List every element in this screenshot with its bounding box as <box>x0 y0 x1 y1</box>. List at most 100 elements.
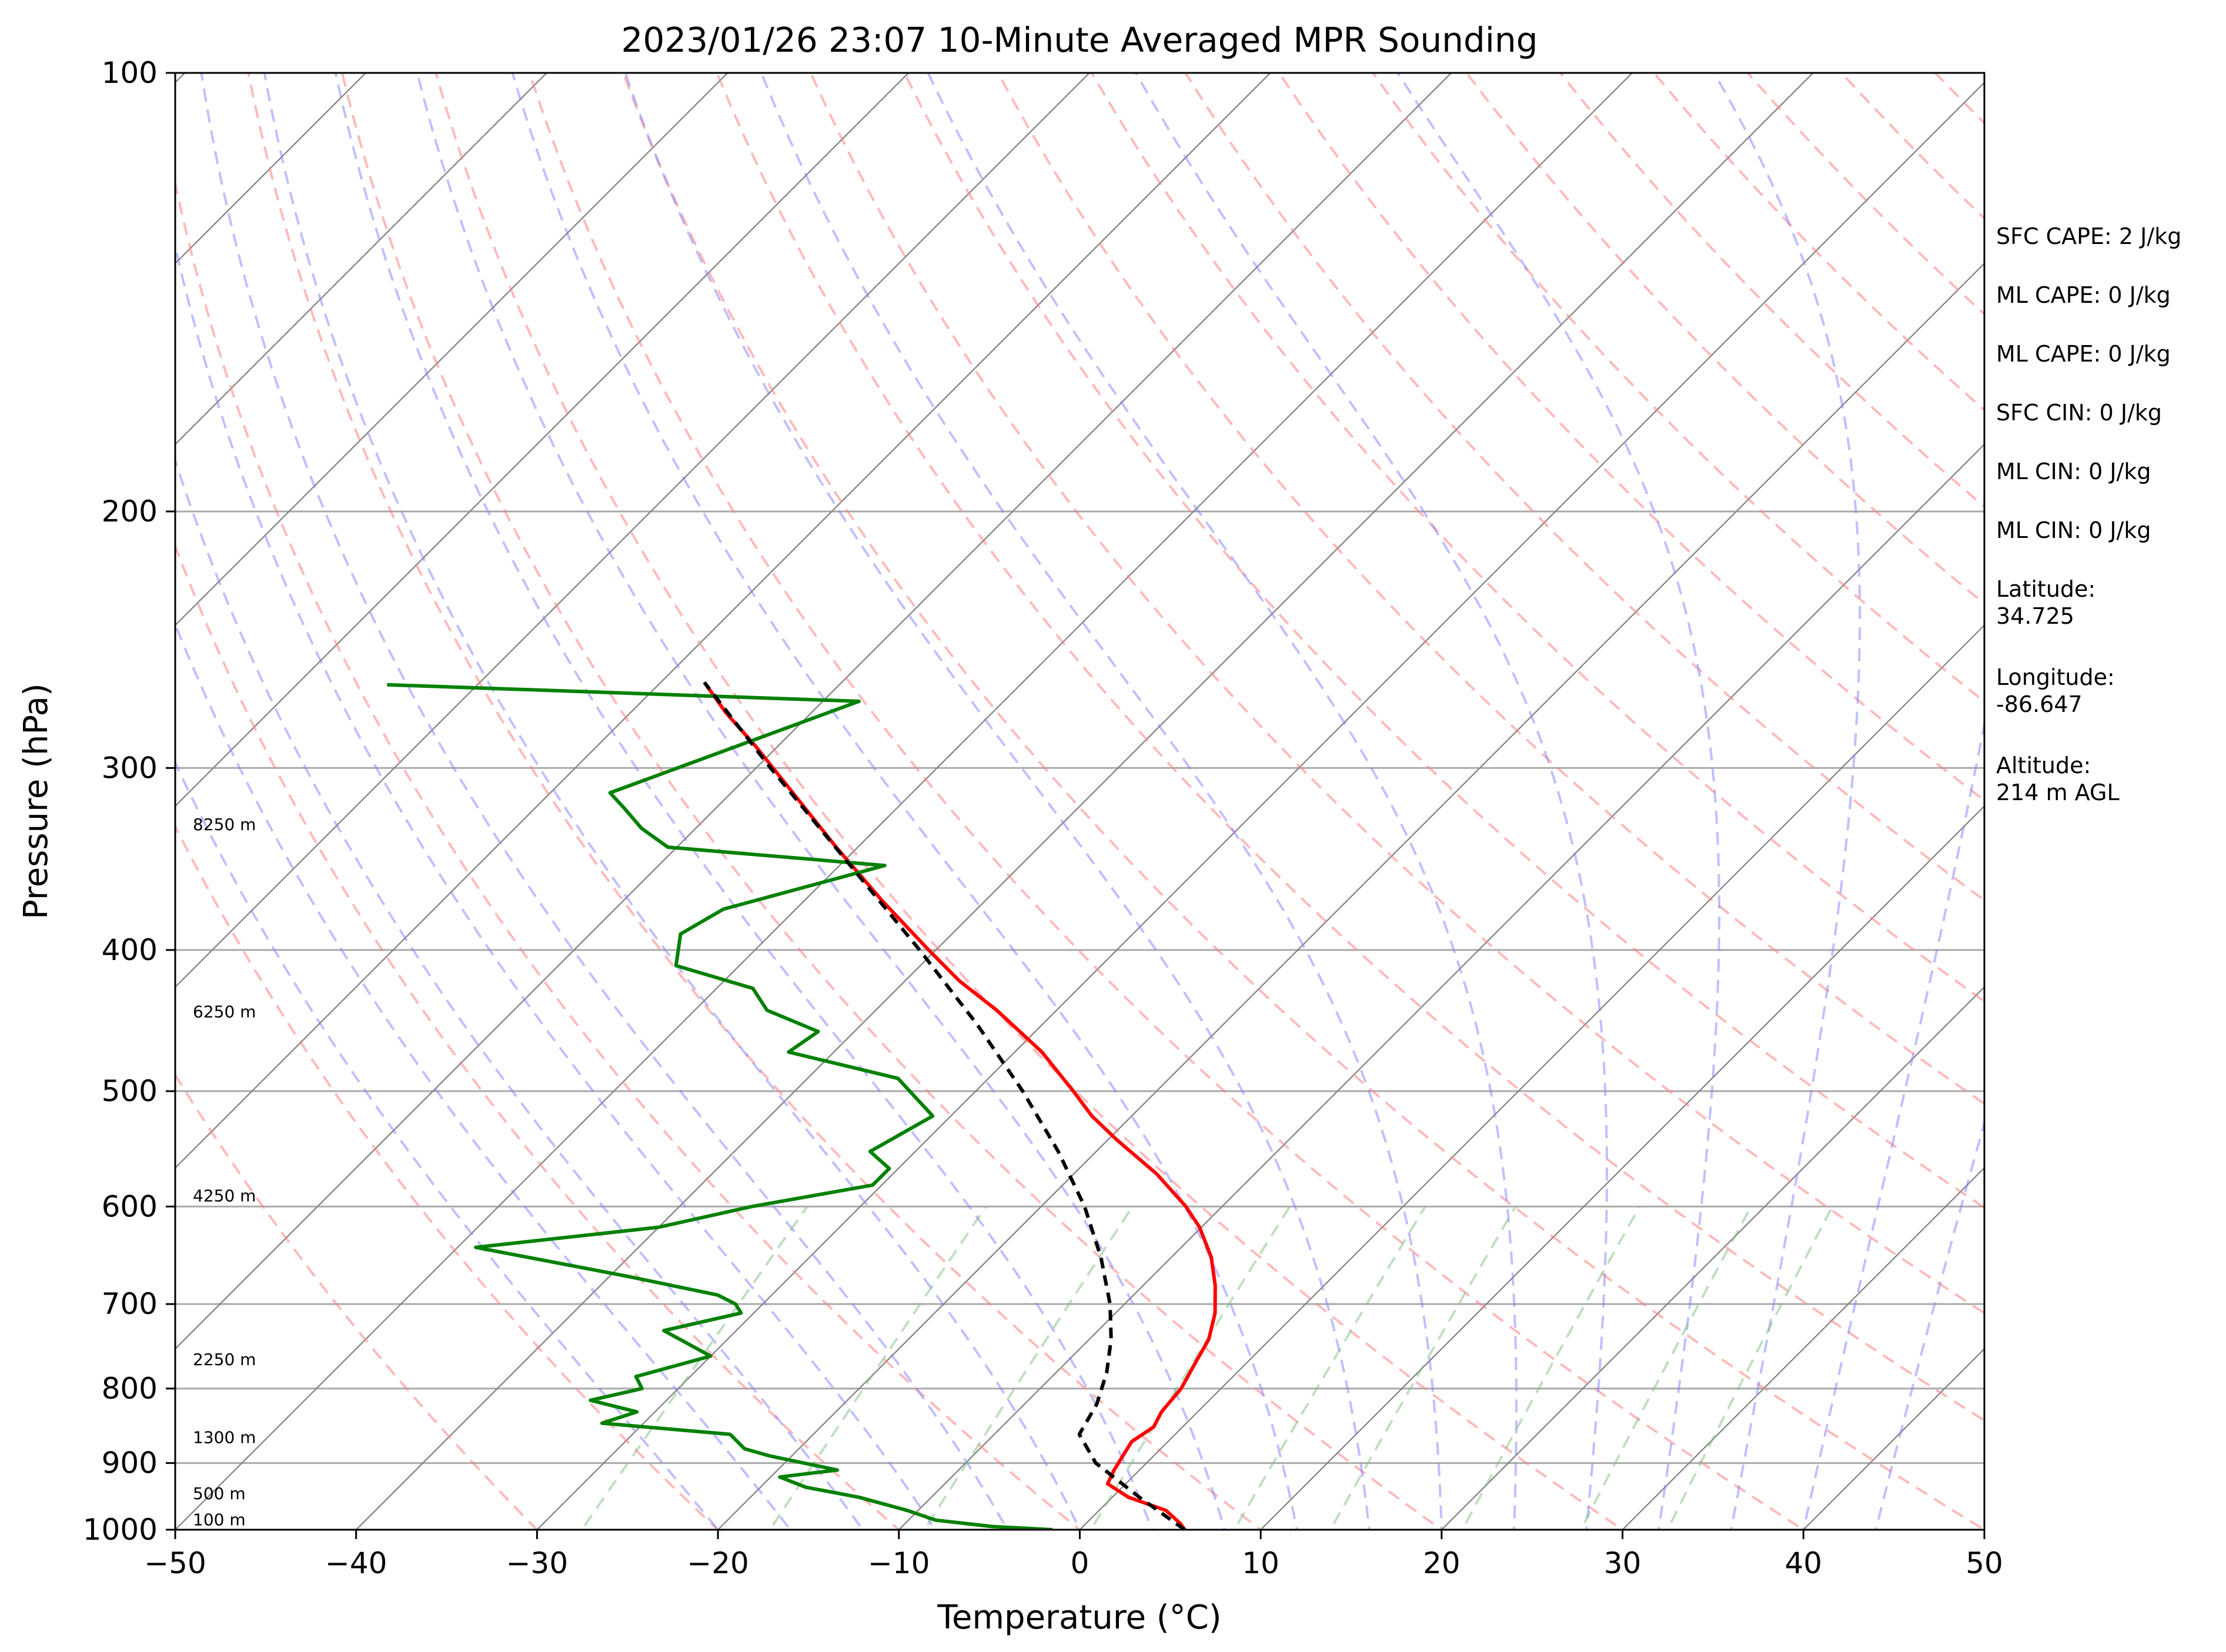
isotherm-line <box>175 73 548 446</box>
x-tick-label: 0 <box>1071 1546 1089 1580</box>
height-labels: 100 m 500 m 1300 m 2250 m 4250 m 6250 m 8250 m <box>193 815 256 1529</box>
moist-adiabat-line <box>624 73 1371 1530</box>
moist-adiabat-line <box>175 457 864 1530</box>
y-axis-label: Pressure (hPa) <box>17 683 55 919</box>
moist-adiabat-line <box>1135 73 1608 1530</box>
side-annotation: ML CIN: 0 J/kg <box>1996 517 2151 543</box>
side-annotation: Longitude: -86.647 <box>1996 664 2115 717</box>
x-tick-label: −20 <box>687 1546 749 1580</box>
dry-adiabat-line <box>716 73 1984 1422</box>
isotherm-line <box>1440 986 1984 1530</box>
mixing-ratio-line <box>580 1206 808 1530</box>
isotherm-lines <box>175 73 1984 1530</box>
dry-adiabat-line <box>903 73 1984 1209</box>
isotherm-line <box>355 73 1814 1530</box>
mixing-ratio-line <box>1579 1206 1752 1530</box>
height-label: 2250 m <box>193 1350 256 1369</box>
side-annotation: Latitude: 34.725 <box>1996 576 2095 629</box>
x-tick-label: −50 <box>144 1546 206 1580</box>
x-tick-label: −40 <box>325 1546 387 1580</box>
y-tick-label: 200 <box>102 494 158 529</box>
isotherm-line <box>175 73 910 807</box>
moist-adiabat-line <box>175 241 937 1530</box>
moist-adiabat-line <box>175 760 720 1530</box>
isotherm-line <box>1078 624 1984 1530</box>
y-tick-label: 1000 <box>83 1513 158 1547</box>
height-label: 6250 m <box>193 1002 256 1022</box>
moist-adiabat-line <box>416 73 1226 1530</box>
height-label: 4250 m <box>193 1186 256 1205</box>
y-tick-label: 400 <box>102 933 158 967</box>
moist-adiabat-line <box>1874 1118 1984 1530</box>
dry-adiabat-line <box>621 73 1984 1530</box>
dewpoint-line <box>387 683 1053 1530</box>
plot-area <box>175 73 1984 1530</box>
moist-adiabat-line <box>1396 73 1721 1530</box>
moist-adiabat-line <box>200 73 1009 1530</box>
dry-adiabat-line <box>175 178 1082 1530</box>
dry-adiabat-line <box>340 73 1444 1530</box>
dry-adiabat-line <box>434 73 1625 1530</box>
dry-adiabat-line <box>1371 73 1984 703</box>
mixing-ratio-line <box>1460 1206 1641 1530</box>
dry-adiabat-line <box>1278 73 1984 802</box>
moist-adiabat-line <box>263 73 1081 1530</box>
isotherm-line <box>717 262 1984 1530</box>
x-tick-label: −30 <box>506 1546 569 1580</box>
moist-adiabat-line <box>175 621 792 1530</box>
chart-title: 2023/01/26 23:07 10-Minute Averaged MPR … <box>621 20 1538 60</box>
temperature-line <box>703 681 1217 1530</box>
moist-adiabat-line <box>927 73 1518 1530</box>
isotherm-line <box>175 73 1091 988</box>
x-tick-label: 40 <box>1784 1546 1822 1580</box>
x-tick-label: 10 <box>1242 1546 1279 1580</box>
moist-adiabat-line <box>1713 73 1861 1530</box>
mixing-ratio-line <box>1329 1206 1517 1530</box>
y-tick-label: 300 <box>102 751 158 785</box>
y-tick-label: 600 <box>102 1189 158 1223</box>
height-label: 8250 m <box>193 815 256 834</box>
y-tick-label: 500 <box>102 1074 158 1108</box>
mixing-ratio-line <box>923 1206 1134 1530</box>
isotherm-line <box>898 443 1984 1530</box>
y-tick-label: 900 <box>102 1446 158 1480</box>
y-tick-label: 800 <box>102 1372 158 1406</box>
isotherm-line <box>1622 1167 1984 1530</box>
dry-adiabat-line <box>175 824 720 1530</box>
y-axis-ticks: 1000 900 800 700 600 500 400 300 200 100 <box>83 56 175 1547</box>
moist-adiabat-line <box>1802 718 1984 1530</box>
dry-adiabat-line <box>809 73 1984 1315</box>
x-axis-ticks: −50 −40 −30 −20 −10 0 10 20 30 40 50 <box>144 1530 2003 1580</box>
height-label: 1300 m <box>193 1428 256 1447</box>
side-annotation: ML CAPE: 0 J/kg <box>1996 341 2171 367</box>
x-axis-label: Temperature (°C) <box>937 1599 1221 1637</box>
side-annotation: SFC CAPE: 2 J/kg <box>1996 223 2181 249</box>
dry-adiabat-line <box>247 73 1263 1530</box>
side-annotation: SFC CIN: 0 J/kg <box>1996 400 2162 426</box>
y-tick-label: 700 <box>102 1287 158 1321</box>
isotherm-line <box>175 73 1452 1350</box>
parcel-line <box>703 681 1186 1530</box>
dry-adiabat-line <box>175 543 901 1530</box>
moist-adiabat-line <box>511 73 1298 1530</box>
isobar-lines <box>175 510 1984 1464</box>
x-tick-label: 50 <box>1966 1546 2003 1580</box>
height-label: 100 m <box>193 1510 246 1529</box>
side-annotation: ML CAPE: 0 J/kg <box>1996 282 2171 308</box>
isotherm-line <box>536 81 1984 1530</box>
dry-adiabat-line <box>1090 73 1984 1003</box>
isotherm-line <box>175 73 729 627</box>
side-annotation: Altitude: 214 m AGL <box>1996 753 2120 805</box>
dry-adiabats <box>175 73 1984 1530</box>
y-tick-label: 100 <box>102 56 158 90</box>
height-label: 500 m <box>193 1484 246 1503</box>
side-annotations: SFC CAPE: 2 J/kg ML CAPE: 0 J/kg ML CAPE: … <box>1996 223 2181 805</box>
isotherm-line <box>175 73 1272 1169</box>
mixing-ratio-lines <box>580 1206 1834 1530</box>
side-annotation: ML CIN: 0 J/kg <box>1996 459 2151 484</box>
dry-adiabat-line <box>528 73 1806 1530</box>
moist-adiabat-line <box>760 73 1443 1530</box>
x-tick-label: 30 <box>1604 1546 1642 1580</box>
